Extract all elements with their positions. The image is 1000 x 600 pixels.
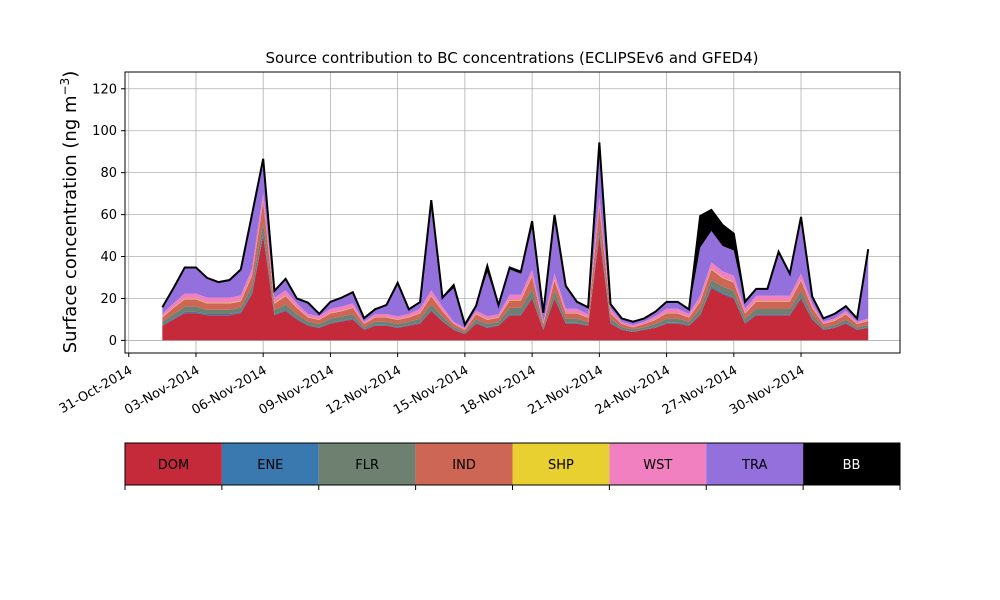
y-tick-label: 100: [92, 124, 117, 139]
y-tick-label: 60: [100, 208, 117, 223]
legend-label-wst: WST: [643, 458, 672, 473]
y-tick-label: 40: [100, 250, 117, 265]
y-tick-label: 80: [100, 166, 117, 181]
y-tick-label: 20: [100, 292, 117, 307]
y-axis-label-superscript: −3: [58, 78, 72, 96]
legend-swatch-bb: [803, 443, 900, 485]
area-bb: [162, 142, 869, 325]
legend-label-tra: TRA: [741, 458, 767, 473]
legend-label-ene: ENE: [257, 458, 283, 473]
y-axis-label-close: ): [60, 71, 81, 78]
y-tick-label: 120: [92, 82, 117, 97]
y-axis-label-main: Surface concentration (ng m: [60, 95, 81, 353]
y-tick-label: 0: [109, 334, 117, 349]
legend-colorbar: DOM ENE FLR IND SHP WST TRA BB: [124, 442, 901, 490]
legend-frame: [124, 442, 901, 486]
legend-label-dom: DOM: [158, 458, 189, 473]
area-ind: [162, 201, 869, 333]
area-flr: [162, 222, 869, 334]
legend-swatch-wst: [609, 443, 707, 485]
legend-swatch-dom: [125, 443, 222, 485]
plot-frame: [124, 71, 901, 354]
y-axis-ticks: 0 20 40 60 80 100 120: [92, 82, 125, 349]
y-axis-label: Surface concentration (ng m−3): [58, 71, 81, 354]
legend-swatch-shp: [512, 443, 610, 485]
area-dom: [162, 235, 869, 341]
stacked-areas: [162, 142, 869, 341]
total-line: [161, 142, 870, 328]
area-tra: [162, 146, 869, 329]
legend-label-bb: BB: [843, 458, 861, 473]
legend-swatch-tra: [706, 443, 804, 485]
total-outline: [161, 142, 870, 328]
legend-swatch-ene: [221, 443, 319, 485]
legend-swatch-flr: [318, 443, 416, 485]
legend-label-flr: FLR: [355, 458, 379, 473]
chart-title: Source contribution to BC concentrations…: [265, 49, 758, 67]
legend-label-ind: IND: [452, 458, 476, 473]
legend-label-shp: SHP: [548, 458, 574, 473]
legend-swatch-ind: [415, 443, 513, 485]
